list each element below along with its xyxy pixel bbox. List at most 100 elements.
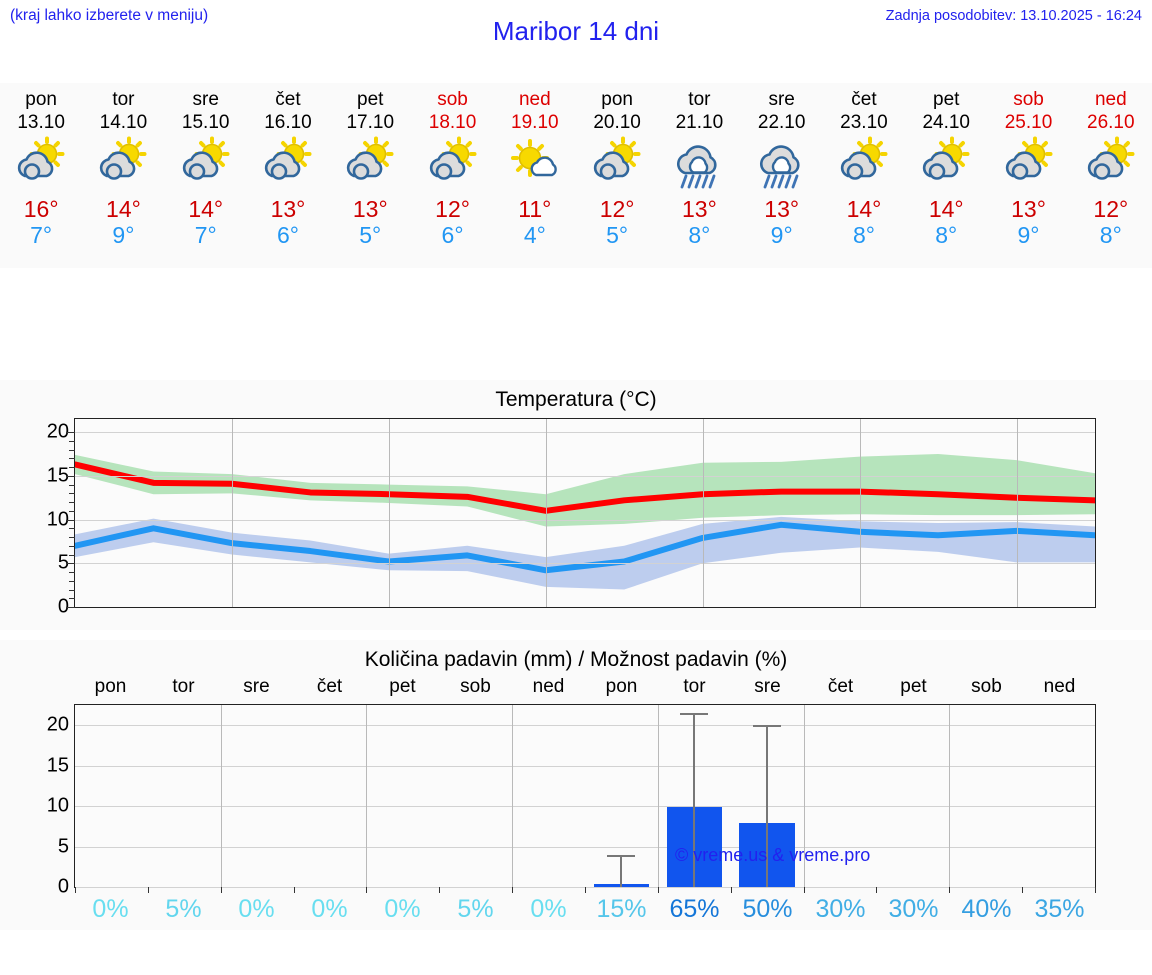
precipitation-axis-tick: [75, 887, 76, 893]
precipitation-probability-label: 30%: [888, 895, 939, 923]
day-name: sre: [768, 89, 795, 110]
day-cell[interactable]: ned 19.10 11° 4°: [494, 83, 576, 268]
day-cell[interactable]: pon 13.10 16° 7°: [0, 83, 82, 268]
temperature-axis-tick: [69, 449, 75, 451]
day-date: 24.10: [922, 112, 970, 133]
day-date: 17.10: [346, 112, 395, 133]
precipitation-axis-tick: [803, 887, 805, 893]
day-cell[interactable]: pet 24.10 14° 8°: [905, 83, 987, 268]
gridline-vertical: [388, 419, 390, 607]
temperature-y-tick-label: 0: [57, 595, 69, 618]
gridline-vertical: [366, 705, 368, 887]
location-menu-note[interactable]: (kraj lahko izberete v meniju): [10, 7, 209, 24]
temperature-axis-tick: [66, 563, 75, 565]
day-cell[interactable]: sob 25.10 13° 9°: [987, 83, 1069, 268]
day-min-temp: 9°: [112, 222, 135, 248]
precipitation-probability-label: 0%: [311, 895, 348, 923]
day-max-temp: 13°: [270, 196, 306, 222]
precipitation-day-header: čet: [316, 676, 343, 697]
day-min-temp: 4°: [523, 222, 546, 248]
day-max-temp: 13°: [682, 196, 717, 222]
day-cell[interactable]: sre 22.10 13° 9°: [741, 83, 823, 268]
gridline-vertical: [657, 705, 659, 887]
precipitation-axis-tick: [1095, 887, 1096, 893]
temperature-axis-tick: [69, 467, 75, 469]
precipitation-probability-label: 0%: [238, 895, 275, 923]
day-cell[interactable]: sre 15.10 14° 7°: [165, 83, 247, 268]
temperature-y-tick-label: 20: [46, 420, 69, 443]
precipitation-probability-label: 30%: [815, 895, 866, 923]
precipitation-y-tick-label: 5: [57, 835, 69, 858]
precipitation-probability-label: 65%: [669, 895, 720, 923]
precipitation-axis-tick: [730, 887, 732, 893]
precipitation-probability-label: 0%: [384, 895, 421, 923]
day-cell[interactable]: pet 17.10 13° 5°: [329, 83, 411, 268]
precipitation-chart-panel: Količina padavin (mm) / Možnost padavin …: [0, 640, 1152, 930]
temperature-axis-tick: [69, 510, 75, 512]
day-min-temp: 7°: [194, 222, 217, 248]
day-min-temp: 9°: [770, 222, 793, 248]
day-cell[interactable]: pon 20.10 12° 5°: [576, 83, 658, 268]
temperature-axis-tick: [69, 528, 75, 530]
temperature-axis-tick: [69, 545, 75, 547]
sun-behind-cloud-icon: [1084, 136, 1138, 188]
day-max-temp: 14°: [188, 196, 224, 222]
day-cell[interactable]: ned 26.10 12° 8°: [1070, 83, 1152, 268]
day-cell[interactable]: tor 21.10 13° 8°: [658, 83, 740, 268]
day-date: 19.10: [511, 112, 559, 133]
day-name: pet: [357, 89, 384, 110]
precipitation-error-cap: [753, 725, 782, 728]
precipitation-error-bar: [620, 854, 623, 887]
gridline-vertical: [220, 705, 222, 887]
day-min-temp: 6°: [276, 222, 299, 248]
day-max-temp: 13°: [1011, 196, 1046, 222]
temperature-axis-tick: [69, 554, 75, 556]
gridline-horizontal: [75, 432, 1095, 434]
precipitation-axis-tick: [439, 887, 441, 893]
temperature-plot-area: 0 5 10 15 20: [47, 418, 1096, 618]
precipitation-day-header: tor: [172, 676, 195, 697]
day-name: čet: [275, 89, 301, 110]
temperature-axis-tick: [69, 580, 75, 582]
day-name: ned: [518, 89, 551, 110]
precipitation-y-tick-label: 0: [57, 875, 69, 898]
precipitation-day-header: tor: [683, 676, 706, 697]
temperature-axis-tick: [69, 502, 75, 504]
day-min-temp: 6°: [441, 222, 464, 248]
day-min-temp: 8°: [688, 222, 711, 248]
precipitation-day-header: pon: [94, 676, 127, 697]
day-date: 18.10: [428, 112, 477, 133]
precipitation-probability-label: 0%: [530, 895, 567, 923]
precipitation-probability-label: 35%: [1034, 895, 1085, 923]
day-cell[interactable]: čet 16.10 13° 6°: [247, 83, 329, 268]
gridline-vertical: [1016, 419, 1018, 607]
precipitation-axis-tick: [657, 887, 659, 893]
gridline-horizontal: [75, 765, 1095, 767]
sun-behind-cloud-icon: [837, 136, 891, 188]
day-max-temp: 14°: [928, 196, 964, 222]
precipitation-probability-label: 15%: [596, 895, 647, 923]
day-date: 26.10: [1087, 112, 1135, 133]
day-cell[interactable]: sob 18.10 12° 6°: [411, 83, 493, 268]
day-max-temp: 13°: [352, 196, 388, 222]
day-cell[interactable]: tor 14.10 14° 9°: [82, 83, 164, 268]
precipitation-axis-tick: [293, 887, 295, 893]
temperature-axis-tick: [69, 440, 75, 442]
temperature-y-tick-label: 5: [57, 551, 69, 574]
temperature-chart-panel: Temperatura (°C) 0 5 10 15 20 © vreme.us & v…: [0, 380, 1152, 865]
precipitation-error-cap: [680, 713, 709, 716]
day-cell[interactable]: čet 23.10 14° 8°: [823, 83, 905, 268]
precipitation-day-headers: pon tor sre čet pet sob ned pon tor sre čet pet sob n…: [74, 676, 1096, 702]
sun-behind-cloud-icon: [590, 136, 644, 188]
precipitation-chart-title: Količina padavin (mm) / Možnost padavin …: [364, 648, 788, 671]
temperature-axis-tick: [69, 572, 75, 574]
day-max-temp: 11°: [518, 196, 552, 222]
precipitation-day-header: ned: [532, 676, 565, 697]
day-date: 15.10: [181, 112, 230, 133]
page-title: Maribor 14 dni: [492, 16, 660, 46]
gridline-horizontal: [75, 725, 1095, 727]
precipitation-day-header: sob: [460, 676, 491, 697]
daily-forecast-strip: pon 13.10 16° 7° tor 14.10 14° 9° sre 15.10 14°…: [0, 83, 1152, 268]
precipitation-axis-tick: [147, 887, 149, 893]
temperature-axis-tick: [69, 493, 75, 495]
